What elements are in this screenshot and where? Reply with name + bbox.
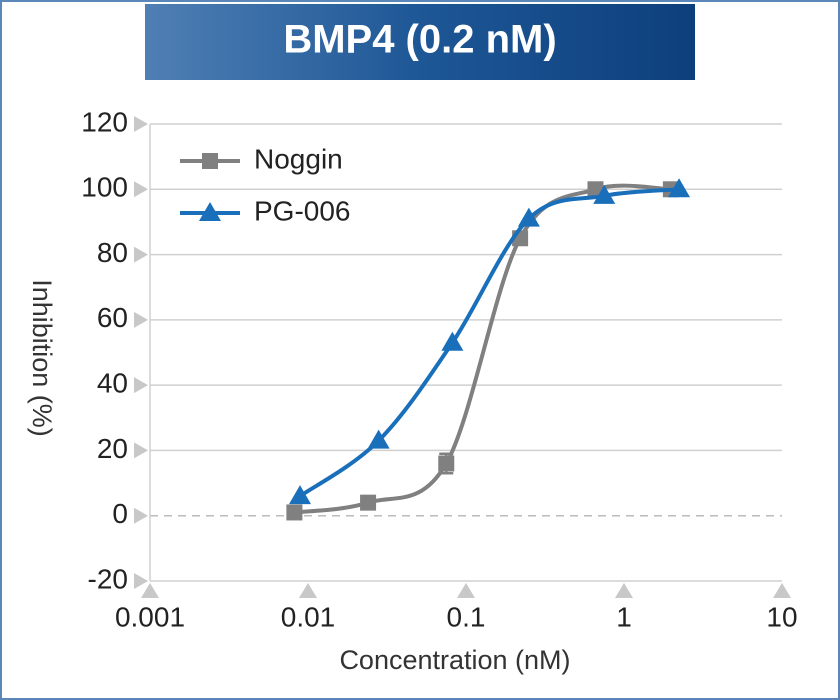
x-tick-label: 0.001 xyxy=(115,601,185,632)
y-tick-label: 20 xyxy=(97,433,128,464)
marker xyxy=(286,504,303,521)
marker xyxy=(438,455,455,472)
marker xyxy=(367,429,390,449)
y-tick-mark xyxy=(134,246,148,263)
y-tick-label: 120 xyxy=(81,106,128,137)
x-tick-label: 10 xyxy=(766,601,797,632)
x-tick-mark xyxy=(141,583,159,598)
y-tick-label: -20 xyxy=(88,563,128,594)
y-axis-title: Inhibition (%) xyxy=(27,279,57,437)
x-tick-label: 0.01 xyxy=(281,601,336,632)
marker xyxy=(360,494,377,511)
y-tick-label: 0 xyxy=(112,498,128,529)
legend-label: Noggin xyxy=(254,143,343,174)
legend-label: PG-006 xyxy=(254,195,351,226)
y-tick-mark xyxy=(134,181,148,198)
marker xyxy=(441,331,464,351)
y-tick-mark xyxy=(134,573,148,589)
marker xyxy=(593,184,616,204)
y-tick-mark xyxy=(134,311,148,328)
marker xyxy=(517,207,540,227)
y-tick-mark xyxy=(134,377,148,394)
x-tick-mark xyxy=(457,583,475,598)
title-banner xyxy=(145,4,695,80)
x-tick-mark xyxy=(299,583,317,598)
y-tick-label: 40 xyxy=(97,368,128,399)
y-tick-label: 60 xyxy=(97,302,128,333)
x-tick-label: 0.1 xyxy=(447,601,486,632)
chart-title: BMP4 (0.2 nM) xyxy=(283,18,556,62)
marker xyxy=(289,485,312,505)
x-tick-label: 1 xyxy=(616,601,632,632)
y-tick-label: 80 xyxy=(97,237,128,268)
legend-marker xyxy=(199,202,221,221)
x-axis-title: Concentration (nM) xyxy=(339,645,570,675)
y-tick-mark xyxy=(134,507,148,524)
y-tick-mark xyxy=(134,116,148,132)
legend-marker xyxy=(202,153,218,169)
x-tick-mark xyxy=(773,583,791,598)
x-tick-mark xyxy=(615,583,633,598)
y-tick-mark xyxy=(134,442,148,459)
marker xyxy=(668,178,691,198)
y-tick-label: 100 xyxy=(81,172,128,203)
